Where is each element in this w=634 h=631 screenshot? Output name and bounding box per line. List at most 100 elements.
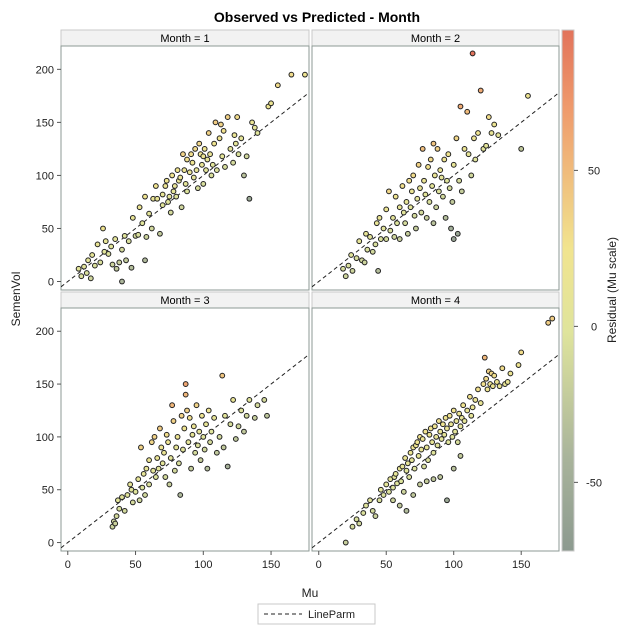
x-tick-label: 0 [316, 559, 322, 571]
data-point [402, 220, 409, 227]
data-point [340, 265, 346, 272]
data-point [418, 209, 425, 216]
data-point [121, 232, 128, 239]
data-point [491, 372, 498, 379]
y-tick-label: 150 [36, 379, 54, 391]
data-point [450, 465, 457, 472]
panel-frame [311, 45, 560, 291]
panel-plot-area [312, 50, 559, 288]
data-point [196, 428, 203, 435]
data-point [549, 315, 556, 322]
data-point [438, 436, 445, 442]
data-point [450, 407, 457, 414]
data-point [246, 397, 253, 403]
data-point [177, 492, 184, 498]
data-point [230, 397, 237, 403]
data-point [464, 108, 471, 115]
data-point [469, 404, 476, 411]
data-point [468, 412, 475, 419]
x-tick-label: 100 [194, 559, 212, 571]
data-point [89, 252, 96, 258]
data-point [496, 383, 503, 390]
data-point [392, 193, 399, 200]
data-point [419, 436, 426, 442]
data-point [417, 185, 423, 192]
data-point [429, 439, 436, 446]
data-point [445, 151, 452, 158]
data-point [241, 172, 247, 179]
data-point [200, 181, 207, 187]
data-point [441, 156, 448, 163]
data-point [158, 444, 165, 451]
data-point [489, 383, 496, 390]
data-point [152, 183, 159, 189]
data-point [199, 412, 205, 419]
data-point [204, 465, 211, 472]
data-point [373, 220, 380, 227]
x-tick-label: 0 [65, 559, 71, 571]
data-point [132, 488, 139, 495]
data-point [484, 386, 491, 393]
x-tick-label: 50 [129, 559, 141, 571]
data-point [435, 188, 442, 195]
data-point [238, 135, 245, 142]
data-point [249, 119, 255, 126]
colorbar-label: Residual (Mu scale) [605, 237, 619, 343]
data-point [85, 257, 92, 264]
data-point [167, 209, 174, 216]
data-point [444, 177, 450, 184]
data-point [161, 449, 167, 456]
data-point [481, 354, 488, 361]
data-point [464, 407, 471, 414]
data-point [243, 153, 250, 160]
data-point [431, 172, 438, 179]
data-point [480, 381, 487, 387]
data-point [178, 204, 185, 211]
panels: Month = 1 Month = 2 Month = 3 Month = 4 [60, 29, 560, 552]
data-point [124, 492, 131, 498]
data-point [446, 185, 453, 192]
data-point [219, 372, 226, 379]
data-point [230, 159, 237, 166]
panel-header-label: Month = 2 [411, 33, 460, 45]
panel-plot-area [61, 354, 309, 549]
data-point [495, 132, 502, 139]
data-point [112, 520, 119, 527]
x-tick-label: 100 [445, 559, 463, 571]
data-point [453, 418, 460, 424]
data-point [386, 488, 392, 495]
data-point [91, 262, 98, 269]
data-point [97, 259, 104, 266]
data-point [165, 199, 171, 205]
reference-line [312, 92, 559, 288]
data-point [450, 161, 457, 168]
data-point [446, 412, 453, 419]
data-point [372, 513, 379, 520]
data-point [81, 263, 87, 270]
data-point [227, 421, 234, 428]
data-point [369, 507, 376, 514]
data-point [224, 114, 231, 120]
data-point [376, 214, 383, 221]
data-point [488, 130, 495, 136]
data-point [403, 467, 410, 474]
data-point [411, 465, 418, 472]
data-point [376, 497, 383, 504]
x-tick-label: 150 [512, 559, 530, 571]
data-point [207, 439, 213, 446]
data-point [234, 114, 241, 120]
data-point [174, 433, 181, 440]
data-point [438, 174, 445, 181]
data-point [469, 50, 476, 57]
panel-frame [60, 307, 310, 552]
data-point [349, 268, 356, 274]
data-point [159, 202, 166, 209]
data-point [136, 497, 143, 504]
data-point [213, 167, 220, 174]
data-point [404, 460, 411, 467]
data-point [157, 230, 163, 237]
data-point [518, 349, 525, 356]
data-point [434, 146, 441, 152]
data-point [171, 183, 178, 189]
